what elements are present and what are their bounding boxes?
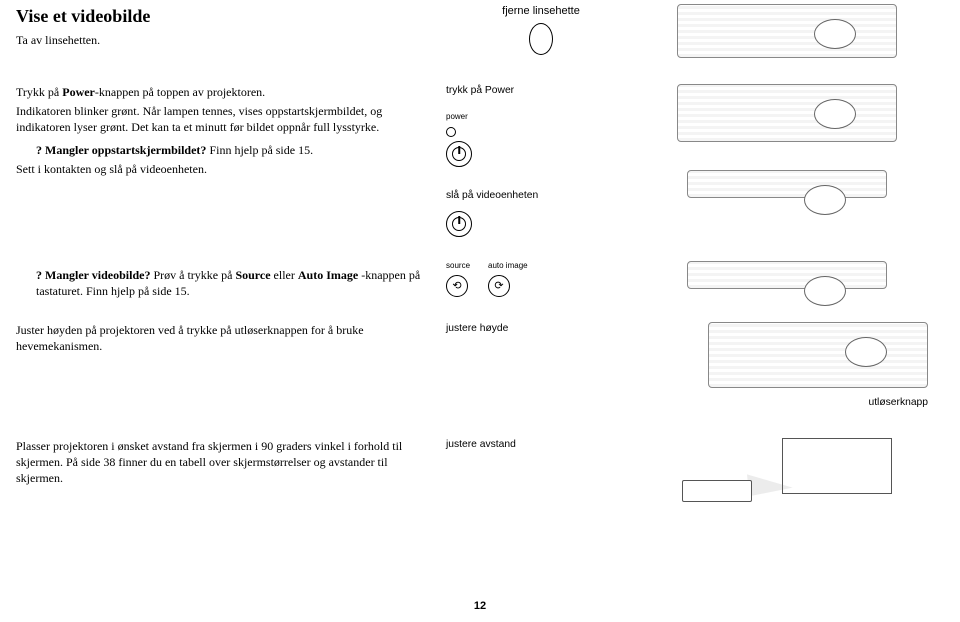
source-button-icon: ⟲	[446, 275, 468, 297]
page-title: Vise et videobilde	[16, 4, 426, 28]
illustration-source-device	[687, 261, 887, 289]
label-adjust-height: justere høyde	[446, 322, 636, 336]
auto-image-button-icon: ⟳	[488, 275, 510, 297]
power-led-icon	[446, 127, 456, 137]
illustration-adjust-distance	[682, 438, 892, 502]
power-button-icon	[446, 141, 472, 167]
instruction-adjust-height: Juster høyden på projektoren ved å trykk…	[16, 322, 426, 354]
label-adjust-distance: justere avstand	[446, 438, 636, 452]
device-power-icon	[446, 211, 472, 237]
label-auto-image: auto image	[488, 261, 528, 272]
illustration-projector-top	[677, 84, 897, 142]
instruction-remove-lens-cap: Ta av linsehetten.	[16, 32, 426, 48]
page-number: 12	[474, 599, 486, 614]
instruction-indicator: Indikatoren blinker grønt. Når lampen te…	[16, 103, 426, 135]
label-turn-on-video-device: slå på videoenheten	[446, 189, 538, 203]
lens-cap-icon	[529, 23, 553, 55]
troubleshoot-startup-screen: ? Mangler oppstartskjermbildet? Finn hje…	[36, 142, 426, 158]
illustration-video-device	[687, 170, 887, 198]
instruction-press-power: Trykk på Power-knappen på toppen av proj…	[16, 84, 426, 100]
label-release-button: utløserknapp	[868, 396, 928, 410]
label-press-power: trykk på Power	[446, 84, 514, 98]
label-remove-lens-cap: fjerne linsehette	[446, 4, 636, 19]
instruction-adjust-distance: Plasser projektoren i ønsket avstand fra…	[16, 438, 426, 487]
troubleshoot-video-image: ? Mangler videobilde? Prøv å trykke på S…	[36, 267, 426, 299]
label-source: source	[446, 261, 470, 272]
illustration-remove-lens-cap	[677, 4, 897, 58]
label-power-small: power	[446, 112, 468, 123]
instruction-turn-on-video-device: Sett i kontakten og slå på videoenheten.	[16, 161, 426, 177]
illustration-adjust-height	[708, 322, 928, 388]
